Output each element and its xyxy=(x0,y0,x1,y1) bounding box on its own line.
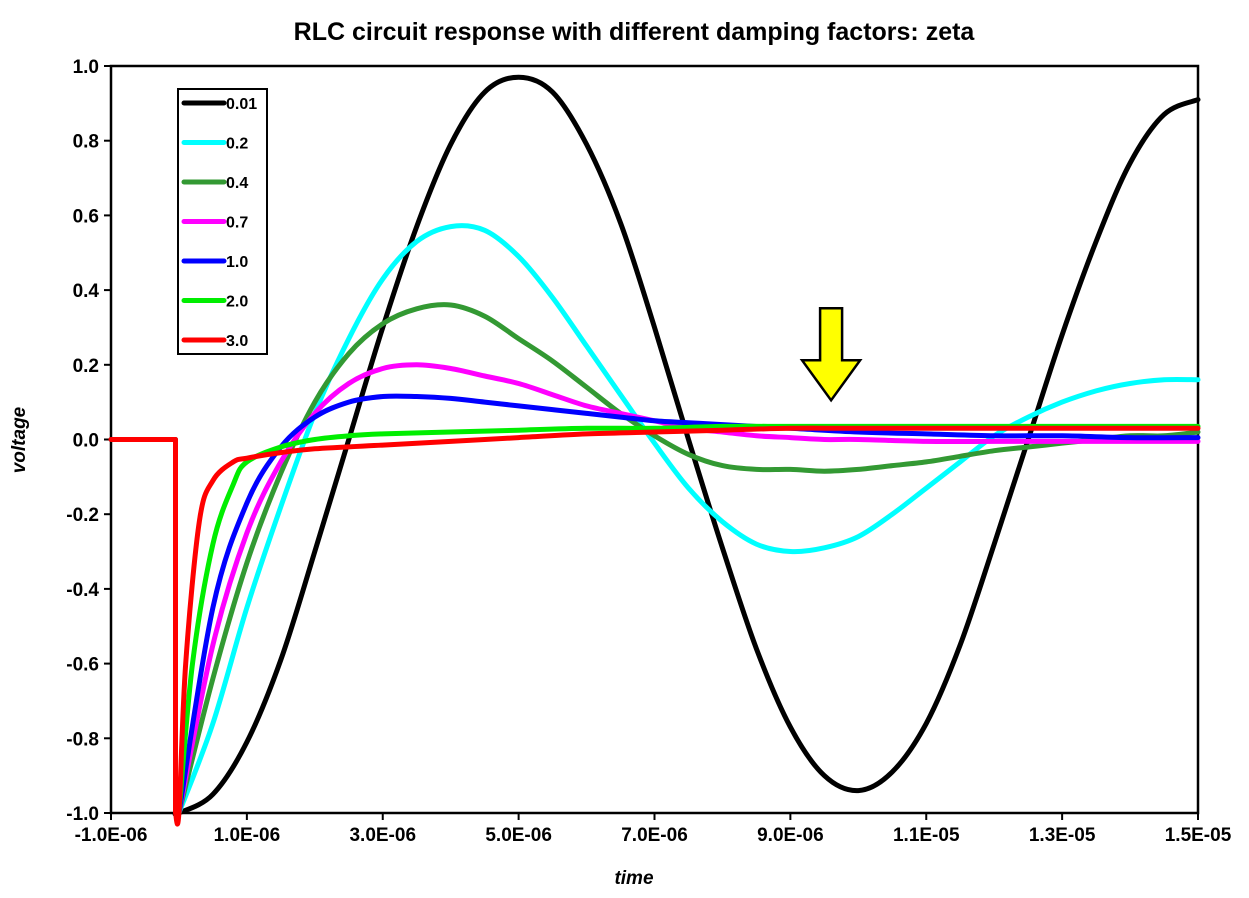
x-tick-label: 1.0E-06 xyxy=(214,825,281,846)
x-tick-label: 1.1E-05 xyxy=(893,825,960,846)
legend-label: 3.0 xyxy=(226,333,248,350)
down-arrow-icon xyxy=(799,307,863,403)
legend-label: 0.01 xyxy=(226,96,257,113)
y-tick-label: -0.8 xyxy=(66,729,99,750)
x-tick-label: 9.0E-06 xyxy=(757,825,824,846)
legend-label: 1.0 xyxy=(226,254,248,271)
legend-label: 0.2 xyxy=(226,136,248,153)
series-line-0.4 xyxy=(176,302,1201,816)
y-tick-label: 0.0 xyxy=(73,431,99,452)
legend-label: 0.4 xyxy=(226,175,248,192)
y-tick-label: 0.8 xyxy=(73,132,99,153)
series-line-0.01 xyxy=(108,74,1201,817)
annotation-arrow xyxy=(799,307,863,403)
y-tick-label: 0.2 xyxy=(73,356,99,377)
y-tick-label: 0.4 xyxy=(73,281,100,302)
x-tick-label: 5.0E-06 xyxy=(485,825,552,846)
x-tick-label: -1.0E-06 xyxy=(75,825,148,846)
chart-title: RLC circuit response with different damp… xyxy=(294,18,976,46)
series-line-0.2 xyxy=(176,223,1201,816)
x-tick-label: 7.0E-06 xyxy=(621,825,688,846)
series-line-3.0 xyxy=(108,425,1201,827)
x-axis-label: time xyxy=(614,868,654,889)
y-tick-label: -1.0 xyxy=(66,804,99,825)
y-axis-label: voltage xyxy=(9,406,30,473)
x-tick-label: 1.3E-05 xyxy=(1029,825,1096,846)
x-axis: -1.0E-06 1.0E-06 3.0E-06 5.0E-06 7.0E-06 9.0E… xyxy=(75,813,1232,846)
y-tick-label: -0.6 xyxy=(66,655,99,676)
y-tick-label: -0.4 xyxy=(66,580,99,601)
y-tick-label: 0.6 xyxy=(73,206,99,227)
legend-label: 2.0 xyxy=(226,294,248,311)
series-layer xyxy=(108,74,1201,827)
y-tick-label: 1.0 xyxy=(73,57,99,78)
y-tick-label: -0.2 xyxy=(66,505,99,526)
x-tick-label: 1.5E-05 xyxy=(1165,825,1232,846)
legend-label: 0.7 xyxy=(226,215,248,232)
y-axis: 1.0 0.8 0.6 0.4 0.2 0.0 -0.2 -0.4 -0.6 -0.8 -1.0 xyxy=(66,57,111,825)
x-tick-label: 3.0E-06 xyxy=(349,825,416,846)
series-line-0.7 xyxy=(176,362,1201,816)
legend: 0.01 0.2 0.4 0.7 1.0 2.0 3.0 xyxy=(177,88,268,355)
